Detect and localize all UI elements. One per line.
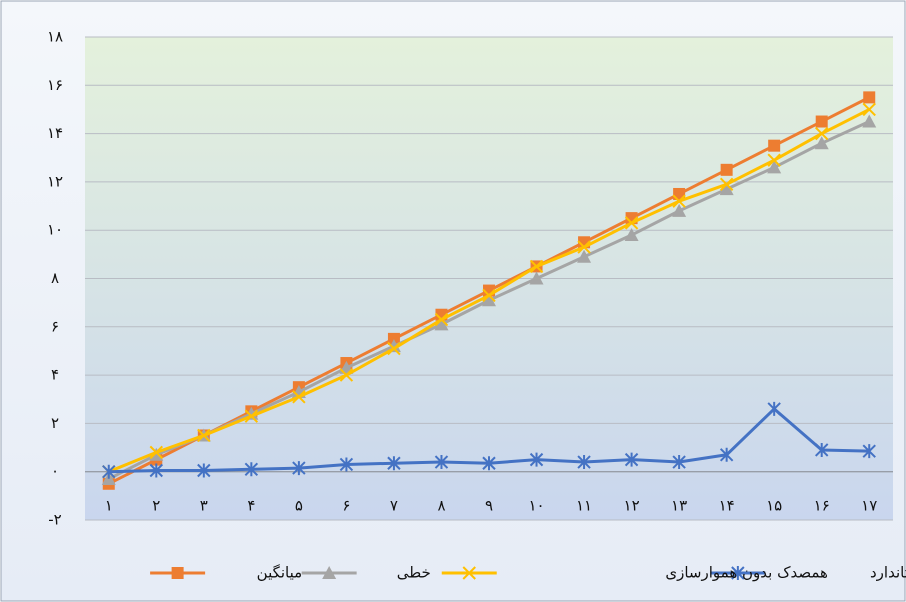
marker <box>387 456 401 471</box>
marker <box>814 136 829 150</box>
legend-marker <box>322 566 337 579</box>
marker <box>244 462 259 477</box>
y-tick-label: ۴ <box>51 366 59 384</box>
x-tick-label: ۶ <box>342 497 350 515</box>
y-tick-label: ۲ <box>51 414 59 432</box>
marker <box>339 457 354 472</box>
x-tick-label: ۵ <box>295 497 303 515</box>
marker <box>197 463 211 478</box>
legend-label: خطی <box>397 564 431 582</box>
y-tick-label: ۱۲ <box>47 172 63 190</box>
x-tick-label: ۱۵ <box>766 497 782 515</box>
marker <box>577 455 591 470</box>
marker <box>814 442 829 457</box>
marker <box>149 445 164 460</box>
marker <box>482 456 496 471</box>
y-tick-label: -۲ <box>48 511 61 529</box>
marker <box>767 401 781 416</box>
marker <box>149 463 164 478</box>
marker <box>292 390 306 404</box>
x-tick-label: ۱۷ <box>861 497 877 515</box>
marker <box>672 455 686 470</box>
legend-marker <box>462 566 476 580</box>
x-tick-label: ۹ <box>485 497 493 515</box>
y-tick-label: ۱۰ <box>47 221 63 239</box>
marker <box>624 216 639 230</box>
marker <box>197 428 211 443</box>
marker <box>672 203 687 217</box>
marker <box>387 341 401 356</box>
marker <box>577 240 591 254</box>
y-tick-label: ۱۶ <box>47 76 63 94</box>
marker <box>719 182 734 196</box>
marker <box>624 452 639 467</box>
marker <box>862 114 877 128</box>
marker <box>577 249 592 263</box>
marker <box>720 163 733 176</box>
marker <box>387 332 400 345</box>
marker <box>529 452 544 467</box>
x-tick-label: ۷ <box>390 497 398 515</box>
marker <box>292 461 306 476</box>
y-tick-label: ۰ <box>51 462 59 480</box>
marker <box>815 115 828 128</box>
y-tick-label: ۱۸ <box>47 28 63 46</box>
x-tick-label: ۱۳ <box>671 497 687 515</box>
marker <box>672 194 686 208</box>
marker <box>767 160 782 174</box>
x-tick-label: ۱ <box>105 497 113 515</box>
marker <box>719 177 734 192</box>
marker <box>768 139 781 152</box>
y-tick-label: ۸ <box>51 269 59 287</box>
marker <box>149 447 164 461</box>
x-tick-label: ۱۲ <box>624 497 640 515</box>
legend-marker <box>171 567 184 579</box>
y-tick-label: ۶ <box>51 317 59 335</box>
marker <box>244 409 259 423</box>
x-tick-label: ۴ <box>247 497 255 515</box>
x-tick-label: ۱۶ <box>814 497 830 515</box>
legend-label: همصدک بدون هموارسازی <box>665 564 828 582</box>
marker <box>529 271 544 285</box>
marker <box>719 447 734 462</box>
x-tick-label: ۱۴ <box>719 497 735 515</box>
x-tick-label: ۱۰ <box>528 497 544 515</box>
marker <box>814 126 829 141</box>
marker <box>624 228 639 242</box>
x-tick-label: ۸ <box>437 497 445 515</box>
marker <box>482 288 496 303</box>
marker <box>482 293 496 307</box>
marker <box>863 91 876 104</box>
marker <box>102 464 116 479</box>
marker <box>767 153 781 167</box>
legend-label: خطای استاندارد <box>870 564 906 582</box>
x-tick-label: ۱۱ <box>576 497 592 515</box>
legend-label: میانگین <box>257 564 303 582</box>
legend-marker <box>731 566 745 580</box>
marker <box>434 317 449 331</box>
marker <box>434 455 449 470</box>
x-tick-label: ۲ <box>152 497 160 515</box>
marker <box>339 368 354 382</box>
x-tick-label: ۳ <box>200 497 208 515</box>
marker <box>862 102 876 117</box>
marker <box>862 444 876 459</box>
y-tick-label: ۱۴ <box>47 124 63 142</box>
marker <box>434 312 449 327</box>
marker <box>529 259 544 274</box>
